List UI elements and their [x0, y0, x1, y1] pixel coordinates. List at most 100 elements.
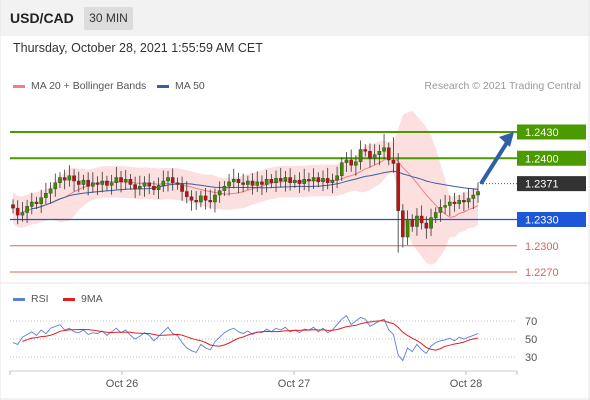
candle — [386, 142, 391, 166]
candle — [119, 170, 123, 193]
candle — [100, 171, 105, 193]
candle — [297, 172, 302, 193]
candle — [39, 189, 43, 213]
rsi-swatch — [13, 297, 25, 301]
price-level-labels: 1.2430 1.2400 1.2371 1.2330 1.2300 1.2270 — [517, 124, 586, 279]
legend-ma50: MA 50 — [157, 80, 205, 92]
candle — [58, 172, 62, 188]
candle — [419, 205, 424, 230]
candle — [184, 181, 189, 204]
legend-ma20-label: MA 20 + Bollinger Bands — [31, 80, 147, 92]
candle — [11, 199, 15, 214]
candle — [457, 195, 462, 209]
candle — [128, 174, 133, 190]
candle — [236, 172, 241, 194]
resistance-tag-1 — [517, 150, 586, 166]
candle — [246, 175, 250, 190]
x-tick-label: Oct 27 — [278, 378, 310, 390]
candle — [76, 171, 81, 193]
rsi-axis-label: 70 — [525, 316, 537, 328]
candle — [429, 208, 433, 237]
candle — [15, 200, 20, 225]
level-label-5: 1.2270 — [525, 267, 559, 279]
candle — [105, 175, 109, 191]
candle — [91, 172, 95, 193]
x-axis: Oct 26 Oct 27 Oct 28 — [9, 371, 518, 390]
support-tag-3 — [517, 212, 586, 227]
candle — [311, 168, 316, 189]
candle — [372, 144, 377, 165]
forecast-arrow — [479, 132, 514, 185]
candle — [443, 195, 447, 214]
candle — [335, 166, 339, 188]
candle — [48, 182, 53, 204]
copyright-notice: Research © 2021 Trading Central — [424, 80, 581, 92]
candle — [424, 216, 429, 239]
chart-header: USD/CAD 30 MIN — [0, 0, 590, 36]
candle — [34, 196, 39, 209]
symbol-label: USD/CAD — [10, 10, 74, 26]
candle — [53, 173, 58, 197]
candle — [203, 188, 208, 210]
candle — [415, 208, 419, 236]
candle — [72, 169, 76, 192]
candle — [283, 170, 288, 192]
candle — [269, 174, 274, 188]
candle — [274, 170, 278, 192]
candle — [114, 167, 119, 190]
level-label-3: 1.2330 — [525, 215, 559, 227]
legend-ma50-label: MA 50 — [175, 80, 205, 92]
current-price-label: 1.2371 — [525, 179, 559, 191]
candle — [81, 174, 86, 190]
forecast-arrow-shaft — [479, 139, 510, 185]
candle — [180, 176, 184, 201]
candle — [241, 173, 245, 193]
candle — [339, 157, 344, 181]
candle — [330, 173, 335, 194]
candle — [316, 172, 321, 188]
candle — [302, 168, 307, 191]
rsi-axis-label: 30 — [525, 352, 537, 364]
candle — [260, 175, 264, 195]
candle — [354, 155, 358, 176]
candle — [401, 204, 405, 248]
candle — [161, 170, 166, 192]
candle — [44, 182, 48, 205]
x-tick-label: Oct 26 — [106, 378, 138, 390]
candle — [166, 170, 170, 192]
rsi-axis-label: 50 — [525, 334, 537, 346]
timeframe-button[interactable]: 30 MIN — [84, 7, 133, 30]
level-label-1: 1.2400 — [525, 153, 559, 165]
candle — [227, 174, 231, 196]
candle — [466, 188, 471, 209]
candle — [476, 182, 480, 203]
candle — [156, 177, 161, 199]
rsi-lines — [12, 314, 479, 362]
legend-rsi: RSI — [13, 293, 49, 305]
candle — [175, 177, 180, 190]
legend-rsi-ma: 9MA — [63, 293, 103, 305]
candle — [255, 171, 260, 192]
candle — [377, 144, 382, 166]
candle — [123, 170, 128, 190]
candle — [250, 173, 255, 195]
candle — [222, 181, 227, 196]
candle — [391, 137, 396, 173]
legend-rsi-ma-label: 9MA — [81, 293, 103, 305]
candle — [349, 149, 353, 172]
candle — [152, 181, 156, 195]
rsi-grid: 70 50 30 — [10, 316, 537, 364]
level-label-4: 1.2300 — [525, 241, 559, 253]
candle — [170, 168, 175, 191]
legend-rsi-label: RSI — [31, 293, 49, 305]
candle — [213, 188, 217, 213]
candle — [321, 170, 325, 192]
candle — [264, 170, 269, 193]
candle — [363, 144, 368, 157]
ma50-swatch — [157, 84, 169, 88]
candle — [142, 176, 147, 197]
candle — [62, 169, 67, 190]
candle — [138, 175, 142, 196]
candle — [433, 207, 438, 223]
